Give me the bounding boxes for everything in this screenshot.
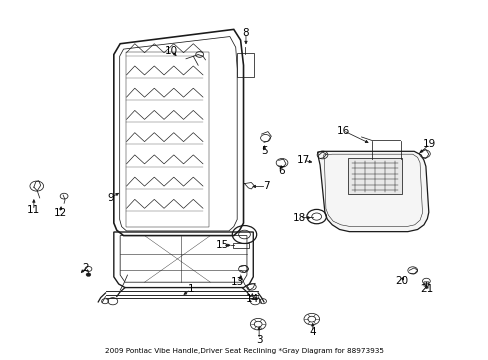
Text: 20: 20 — [394, 276, 407, 286]
Text: 10: 10 — [164, 46, 178, 56]
Circle shape — [86, 273, 91, 276]
PathPatch shape — [317, 151, 428, 231]
Text: 8: 8 — [242, 28, 249, 38]
Text: 16: 16 — [336, 126, 349, 135]
Text: 5: 5 — [260, 146, 267, 156]
Text: 6: 6 — [277, 166, 284, 176]
Text: 2: 2 — [82, 263, 89, 273]
Text: 17: 17 — [296, 155, 309, 165]
Text: 15: 15 — [216, 240, 229, 250]
Text: 11: 11 — [27, 206, 41, 216]
Text: 4: 4 — [309, 327, 315, 337]
Text: 13: 13 — [230, 277, 244, 287]
Text: 21: 21 — [420, 284, 433, 294]
Text: 2009 Pontiac Vibe Handle,Driver Seat Reclining *Gray Diagram for 88973935: 2009 Pontiac Vibe Handle,Driver Seat Rec… — [105, 348, 383, 354]
Text: 18: 18 — [292, 213, 305, 222]
Text: 19: 19 — [422, 139, 435, 149]
Text: 14: 14 — [245, 294, 259, 304]
FancyBboxPatch shape — [347, 158, 401, 194]
Text: 12: 12 — [54, 208, 67, 218]
Text: 9: 9 — [107, 193, 114, 203]
Text: 7: 7 — [263, 181, 269, 192]
Text: 1: 1 — [187, 284, 194, 294]
Text: 3: 3 — [255, 334, 262, 345]
